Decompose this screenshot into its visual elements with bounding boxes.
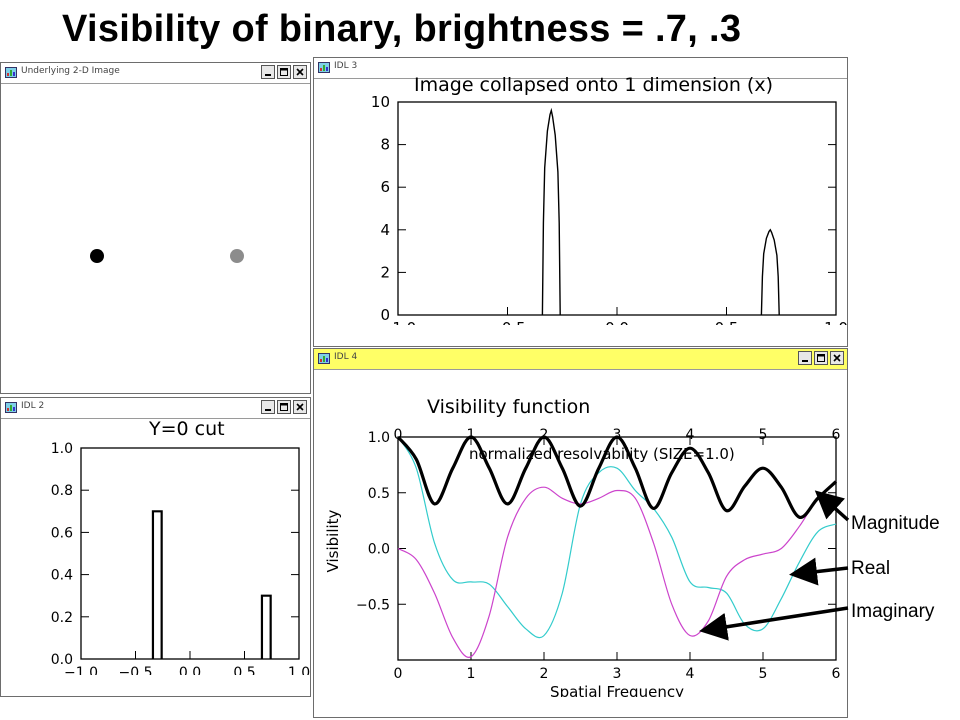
annotation-imaginary: Imaginary — [851, 601, 935, 622]
source-primary — [90, 249, 104, 263]
idl-app-icon — [5, 402, 17, 413]
minimize-button[interactable] — [798, 351, 812, 365]
x-tick-label: 0.5 — [233, 665, 255, 675]
series-magnitude — [396, 435, 838, 519]
x-tick-label: 0.0 — [605, 319, 629, 325]
y-tick-label: −0.5 — [356, 597, 390, 613]
close-icon — [833, 354, 841, 362]
window-title: IDL 2 — [21, 401, 45, 411]
x-tick-label: 0.0 — [179, 665, 201, 675]
chart-title: Visibility function — [427, 396, 590, 418]
chart-subtitle: normalized resolvability (SIZE=1.0) — [469, 445, 735, 463]
x-tick-label: 4 — [686, 666, 695, 682]
maximize-button[interactable] — [814, 351, 828, 365]
y-tick-label: 0.2 — [51, 610, 73, 626]
ycut-chart: Y=0 cut −1.0 −0.5 0.0 0.5 1.0 0.0 0.2 0.4 0.6 0.8… — [51, 418, 310, 675]
window-title: IDL 3 — [334, 61, 358, 71]
peak-2 — [760, 228, 780, 316]
slide-title: Visibility of binary, brightness = .7, .… — [62, 8, 742, 50]
peak-1 — [541, 107, 561, 316]
close-button[interactable] — [830, 351, 844, 365]
x-tick-label: −0.5 — [489, 319, 525, 325]
chart-title: Y=0 cut — [148, 418, 225, 440]
visibility-chart: Visibility function 0 1 2 3 4 5 6 −0.5 0.0 0.5 1.0… — [324, 396, 841, 697]
y-tick-label: 1.0 — [368, 430, 390, 446]
close-icon — [296, 68, 304, 76]
y-tick-label: 0.8 — [51, 483, 73, 499]
window-titlebar[interactable]: IDL 3 — [314, 58, 847, 79]
window-title: Underlying 2-D Image — [21, 66, 120, 76]
y-tick-label: 6 — [380, 178, 390, 196]
maximize-button[interactable] — [277, 400, 291, 414]
top-x-tick-label: 1 — [467, 427, 476, 443]
chart-title: Image collapsed onto 1 dimension (x) — [414, 74, 773, 96]
x-tick-label: −1.0 — [64, 665, 98, 675]
y-axis-label: Visibility — [324, 509, 342, 572]
x-tick-label: 1.0 — [288, 665, 310, 675]
y-tick-label: 0.5 — [368, 486, 390, 502]
window-titlebar[interactable]: Underlying 2-D Image — [1, 63, 310, 84]
collapsed-chart: Image collapsed onto 1 dimension (x) −1.… — [371, 74, 847, 325]
y-tick-label: 10 — [371, 93, 390, 111]
annotation-magnitude: Magnitude — [851, 513, 940, 534]
minimize-button[interactable] — [261, 400, 275, 414]
minimize-icon — [265, 74, 271, 76]
idl-app-icon — [318, 353, 330, 364]
top-x-tick-label: 5 — [759, 427, 768, 443]
x-tick-label: 1 — [467, 666, 476, 682]
y-tick-label: 4 — [380, 221, 390, 239]
maximize-icon — [280, 68, 288, 76]
series-real — [397, 436, 837, 639]
idl-app-icon — [318, 62, 330, 73]
x-tick-label: 3 — [613, 666, 622, 682]
y-tick-label: 2 — [380, 263, 390, 281]
top-x-tick-label: 6 — [832, 427, 841, 443]
window-visibility-plot[interactable]: IDL 4 Visibility function 0 1 2 3 4 5 6 −0.5 0.0… — [313, 348, 848, 718]
pulse-2 — [260, 594, 272, 659]
top-x-tick-label: 0 — [394, 427, 403, 443]
plot-frame — [397, 101, 837, 316]
window-ycut-plot[interactable]: IDL 2 Y=0 cut −1.0 −0.5 0.0 0.5 1.0 0.0 0.2 0.4… — [0, 397, 311, 697]
x-tick-label: 2 — [540, 666, 549, 682]
y-tick-label: 0 — [380, 306, 390, 324]
y-tick-label: 1.0 — [51, 441, 73, 457]
x-tick-label: 0.5 — [715, 319, 739, 325]
source-secondary — [230, 249, 244, 263]
x-tick-label: 6 — [832, 666, 841, 682]
y-tick-label: 0.0 — [368, 542, 390, 558]
plot-frame — [80, 447, 300, 660]
idl-app-icon — [5, 67, 17, 78]
y-tick-label: 0.6 — [51, 525, 73, 541]
x-tick-label: 1.0 — [824, 319, 847, 325]
x-tick-label: −0.5 — [119, 665, 153, 675]
series-imaginary — [397, 481, 837, 658]
maximize-icon — [817, 354, 825, 362]
top-x-tick-label: 3 — [613, 427, 622, 443]
window-title: IDL 4 — [334, 352, 358, 362]
x-tick-label: −1.0 — [380, 319, 416, 325]
y-tick-label: 0.4 — [51, 568, 73, 584]
x-axis-label: Spatial Frequency — [550, 683, 684, 697]
maximize-button[interactable] — [277, 65, 291, 79]
window-titlebar[interactable]: IDL 4 — [314, 349, 847, 370]
y-tick-label: 0.0 — [51, 652, 73, 668]
top-x-tick-label: 2 — [540, 427, 549, 443]
close-button[interactable] — [293, 65, 307, 79]
minimize-icon — [802, 360, 808, 362]
minimize-icon — [265, 409, 271, 411]
image2d-canvas — [90, 249, 244, 263]
annotation-real: Real — [851, 558, 891, 579]
close-icon — [296, 403, 304, 411]
close-button[interactable] — [293, 400, 307, 414]
window-underlying-image[interactable]: Underlying 2-D Image — [0, 62, 311, 394]
y-tick-label: 8 — [380, 136, 390, 154]
top-x-tick-label: 4 — [686, 427, 695, 443]
window-titlebar[interactable]: IDL 2 — [1, 398, 310, 419]
maximize-icon — [280, 403, 288, 411]
minimize-button[interactable] — [261, 65, 275, 79]
x-tick-label: 0 — [394, 666, 403, 682]
x-tick-label: 5 — [759, 666, 768, 682]
window-collapsed-plot[interactable]: IDL 3 Image collapsed onto 1 dimension (… — [313, 57, 848, 347]
pulse-1 — [151, 510, 163, 659]
